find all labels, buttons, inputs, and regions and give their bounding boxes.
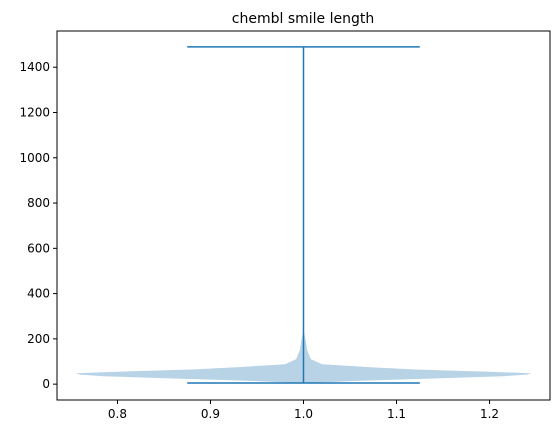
y-tick-label: 0	[42, 377, 50, 391]
x-tick-label: 1.1	[387, 407, 406, 421]
x-tick-label: 0.9	[201, 407, 220, 421]
y-tick-label: 200	[27, 332, 50, 346]
x-tick-label: 1.0	[294, 407, 313, 421]
x-tick-label: 1.2	[480, 407, 499, 421]
y-tick-label: 1200	[19, 105, 50, 119]
y-tick-label: 1400	[19, 60, 50, 74]
x-tick-label: 0.8	[108, 407, 127, 421]
y-tick-label: 1000	[19, 151, 50, 165]
y-tick-label: 600	[27, 241, 50, 255]
y-tick-label: 400	[27, 287, 50, 301]
chart-title: chembl smile length	[232, 11, 374, 27]
y-tick-label: 800	[27, 196, 50, 210]
